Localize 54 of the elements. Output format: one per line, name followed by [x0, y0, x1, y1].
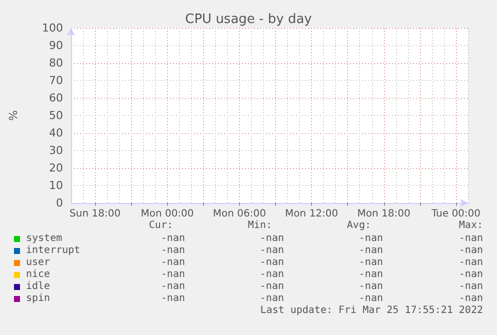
text: Cur:: [148, 220, 173, 231]
text: -nan: [358, 269, 383, 280]
text: -nan: [358, 245, 383, 256]
y-tick-label: 40: [49, 126, 63, 140]
text: -nan: [458, 245, 483, 256]
legend-label: user: [26, 257, 50, 268]
text: -nan: [458, 269, 483, 280]
y-tick-label: 30: [49, 144, 63, 157]
legend-label: spin: [26, 293, 50, 304]
text: -nan: [160, 233, 185, 244]
legend-label: idle: [26, 281, 50, 292]
y-tick-label: 80: [49, 56, 63, 70]
text: -nan: [160, 257, 185, 268]
text: -nan: [260, 281, 284, 292]
y-tick-label: 50: [49, 109, 63, 122]
text: -nan: [160, 281, 185, 292]
legend-label: interrupt: [26, 245, 80, 256]
text: -nan: [260, 257, 284, 268]
y-tick-label: 20: [49, 162, 63, 174]
text: -nan: [260, 245, 284, 256]
text: -nan: [458, 257, 483, 268]
y-tick-label: 90: [49, 39, 63, 52]
legend-label: nice: [26, 269, 50, 280]
text: -nan: [458, 293, 483, 304]
y-tick-label: 100: [42, 22, 63, 34]
text: -nan: [160, 269, 185, 280]
text: Avg:: [346, 220, 371, 231]
text: Max:: [458, 220, 483, 231]
y-tick-label: 10: [49, 179, 63, 192]
x-tick-label: Sun 18:00: [70, 208, 121, 220]
text: -nan: [458, 233, 483, 244]
text: Min:: [248, 220, 272, 231]
y-tick-label: 60: [49, 92, 63, 104]
text: Last update: Fri Mar 25 17:55:21 2022: [260, 305, 483, 316]
text: -nan: [358, 293, 383, 304]
x-tick-label: Mon 12:00: [285, 208, 338, 220]
x-tick-label: Mon 00:00: [140, 208, 194, 220]
text: -nan: [260, 293, 284, 304]
y-axis-title: %: [7, 110, 20, 121]
text: -nan: [358, 281, 383, 292]
x-tick-label: Mon 06:00: [212, 208, 266, 220]
x-tick-label: Tue 00:00: [430, 208, 481, 220]
text: -nan: [458, 281, 483, 292]
text: -nan: [160, 293, 185, 304]
text: -nan: [358, 233, 383, 244]
y-tick-label: 70: [49, 74, 63, 87]
x-tick-label: Mon 18:00: [357, 208, 410, 220]
text: -nan: [358, 257, 383, 268]
chart-title: CPU usage - by day: [185, 12, 312, 27]
text: -nan: [160, 245, 185, 256]
text: -nan: [260, 269, 284, 280]
text: -nan: [260, 233, 284, 244]
y-tick-label: 0: [56, 196, 63, 210]
legend-label: system: [26, 233, 62, 244]
